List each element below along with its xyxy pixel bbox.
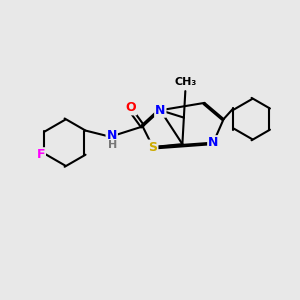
Text: N: N [155, 104, 166, 117]
Text: N: N [208, 136, 218, 149]
Text: CH₃: CH₃ [174, 77, 196, 87]
Text: O: O [125, 101, 136, 114]
Text: S: S [148, 141, 158, 154]
Text: N: N [106, 129, 117, 142]
Text: F: F [37, 148, 45, 161]
Text: H: H [108, 140, 117, 150]
